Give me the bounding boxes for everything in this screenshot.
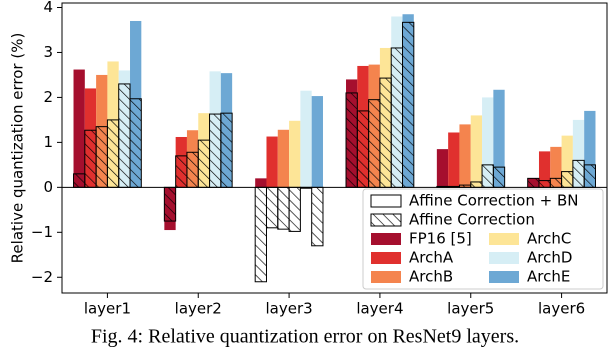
hatched-bar xyxy=(163,186,177,222)
x-tick-label: layer5 xyxy=(447,300,494,318)
legend-label: Affine Correction xyxy=(409,211,535,229)
bar xyxy=(561,135,573,188)
bar xyxy=(470,115,483,188)
y-tick-label: 2 xyxy=(43,88,53,106)
hatched-bar xyxy=(106,119,120,188)
bar xyxy=(584,110,596,188)
y-tick-label: −2 xyxy=(31,268,53,286)
hatched-bar xyxy=(209,113,222,188)
y-tick-label: 0 xyxy=(43,178,53,196)
bar xyxy=(493,89,505,188)
bar xyxy=(459,124,471,188)
legend-box xyxy=(362,188,604,290)
hatched-bar xyxy=(277,186,290,230)
y-axis-label: Relative quantization error (%) xyxy=(9,33,27,264)
bar xyxy=(572,119,585,188)
hatched-bar xyxy=(527,177,540,188)
bar xyxy=(73,69,85,188)
hatched-bar xyxy=(288,186,301,232)
bar xyxy=(289,120,301,188)
hatched-bar xyxy=(95,126,108,188)
legend-label: ArchA xyxy=(409,249,454,267)
bar xyxy=(436,149,449,188)
hatched-bar xyxy=(402,21,415,188)
hatched-bar xyxy=(356,110,370,188)
y-tick-label: −1 xyxy=(31,223,53,241)
hatched-bar xyxy=(118,83,131,188)
bar xyxy=(277,129,290,188)
hatched-bar xyxy=(345,92,358,188)
legend-label: ArchB xyxy=(409,268,453,286)
hatched-bar xyxy=(265,186,279,229)
hatched-bar xyxy=(538,180,551,188)
legend-swatch xyxy=(489,233,519,245)
x-tick-label: layer3 xyxy=(265,300,312,318)
hatched-bar xyxy=(572,159,585,188)
legend-swatch xyxy=(371,233,401,245)
hatched-bar xyxy=(549,177,563,188)
x-tick-label: layer1 xyxy=(84,300,131,318)
hatched-bar xyxy=(186,151,199,188)
hatched-bar xyxy=(379,77,392,188)
hatched-bar xyxy=(73,173,86,188)
caption: Fig. 4: Relative quantization error on R… xyxy=(91,326,519,348)
hatched-bar xyxy=(175,155,188,188)
hatched-bar xyxy=(481,164,494,188)
x-tick-label: layer4 xyxy=(356,300,403,318)
bar xyxy=(311,96,323,188)
y-tick-label: 1 xyxy=(43,133,53,151)
legend-swatch xyxy=(489,271,519,283)
legend-label: Affine Correction + BN xyxy=(409,192,578,210)
bar xyxy=(448,132,460,188)
hatched-bar xyxy=(220,112,233,188)
bar xyxy=(550,146,562,188)
hatched-bar xyxy=(368,99,381,188)
hatched-bar xyxy=(197,139,211,188)
bar xyxy=(266,136,278,188)
legend-swatch xyxy=(370,213,402,227)
legend-label: ArchD xyxy=(527,249,572,267)
legend-label: FP16 [5] xyxy=(409,230,472,248)
legend-swatch xyxy=(370,194,402,208)
y-tick-label: 3 xyxy=(43,43,53,61)
bar xyxy=(255,178,267,188)
hatched-bar xyxy=(129,98,142,188)
plot-area: −2 −1 0 1 2 3 4 layer1 layer2 layer3 layer4 layer5 l… xyxy=(31,0,608,318)
legend-swatch xyxy=(489,252,519,264)
hatched-bar xyxy=(492,166,506,188)
hatched-bar xyxy=(561,171,574,188)
legend-label: ArchC xyxy=(527,230,571,248)
plot-frame xyxy=(61,2,608,294)
hatched-bar xyxy=(583,164,596,188)
hatched-bar xyxy=(311,186,324,247)
legend-swatch xyxy=(371,252,401,264)
bar xyxy=(300,90,312,188)
y-tick-label: 4 xyxy=(43,0,53,16)
hatched-bar xyxy=(390,47,404,188)
legend-label: ArchE xyxy=(527,268,570,286)
legend-swatch xyxy=(371,271,401,283)
hatched-bar xyxy=(470,181,483,188)
x-tick-label: layer6 xyxy=(538,300,585,318)
bar xyxy=(482,97,494,188)
x-tick-label: layer2 xyxy=(175,300,222,318)
hatched-bar xyxy=(84,129,97,188)
bar xyxy=(538,151,551,188)
hatched-bar xyxy=(254,186,267,283)
